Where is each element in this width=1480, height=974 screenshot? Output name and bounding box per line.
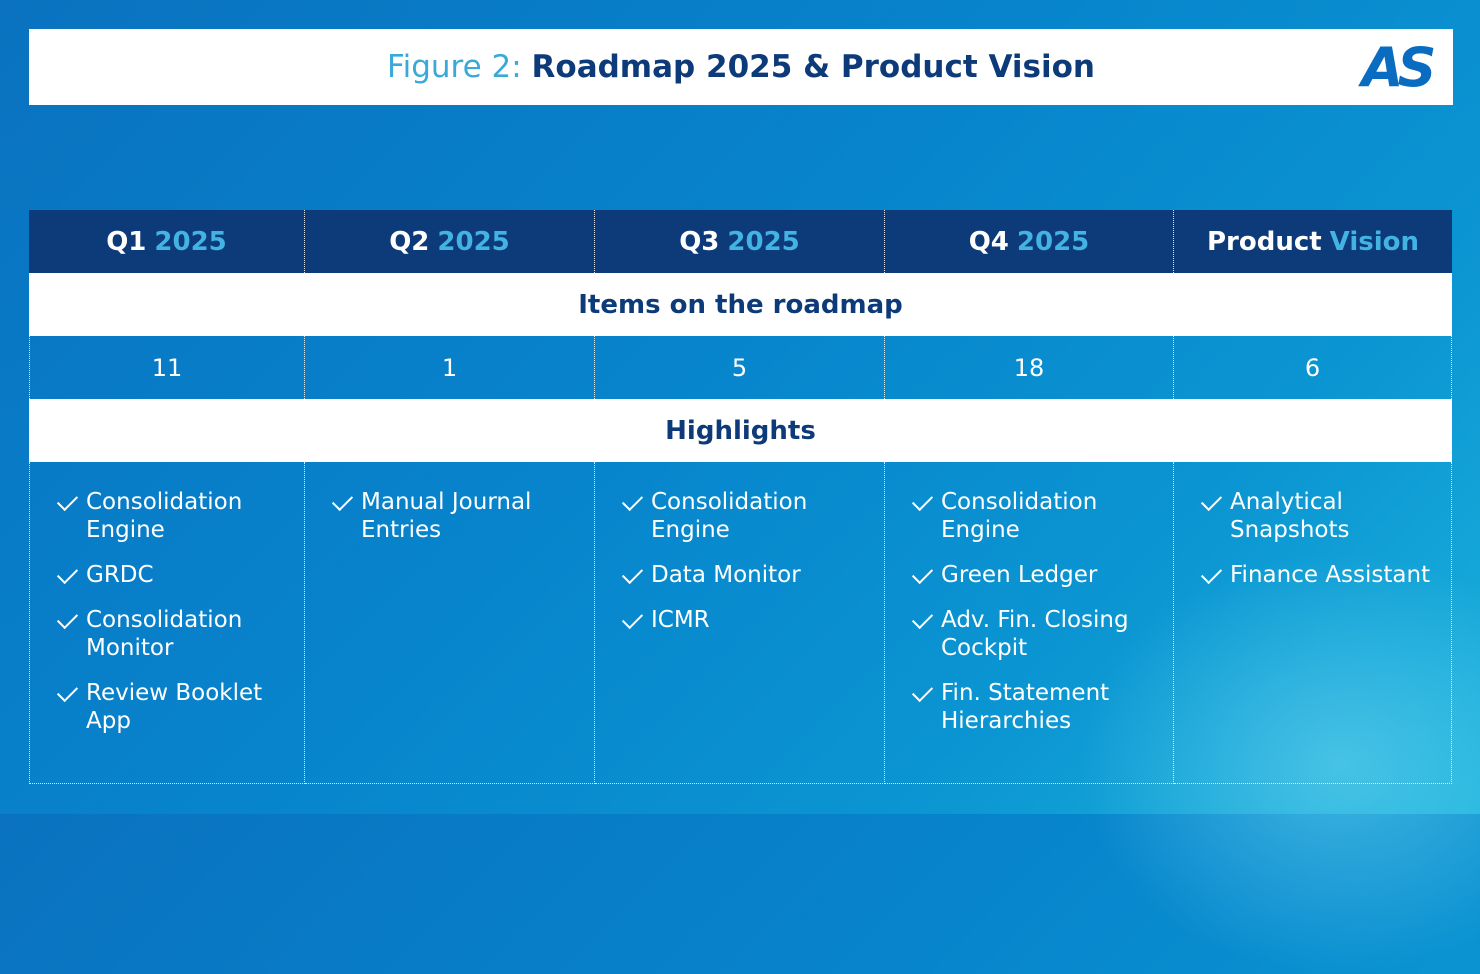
list-item-label: Data Monitor — [651, 562, 801, 588]
list-item: Manual Journal Entries — [331, 488, 594, 544]
column-header-year: 2025 — [1016, 226, 1090, 257]
check-icon — [911, 489, 934, 512]
check-icon — [621, 489, 644, 512]
column-header-name: Q4 — [968, 226, 1009, 257]
column-header-q4: Q4 2025 — [885, 210, 1174, 273]
figure-title-prefix: Figure 2: — [387, 49, 522, 85]
highlights-band-label: Highlights — [665, 415, 816, 446]
check-icon — [911, 680, 934, 703]
list-item-label: Manual Journal Entries — [361, 489, 532, 543]
check-icon — [1200, 562, 1223, 585]
items-band-label: Items on the roadmap — [578, 289, 903, 320]
items-band: Items on the roadmap — [29, 273, 1452, 336]
list-item: Consolidation Engine — [56, 488, 304, 544]
company-logo: AS — [1351, 35, 1441, 99]
list-item-label: Review Booklet App — [86, 680, 263, 734]
column-header-name: Q3 — [679, 226, 720, 257]
count-q1: 11 — [29, 336, 305, 399]
column-header-name: Q1 — [106, 226, 147, 257]
check-icon — [331, 489, 354, 512]
list-item: Finance Assistant — [1200, 561, 1451, 589]
quarter-header-row: Q1 2025 Q2 2025 Q3 2025 Q4 2025 Product Visio… — [29, 210, 1452, 273]
list-item-label: Consolidation Engine — [86, 489, 243, 543]
highlights-list-q2: Manual Journal Entries — [305, 462, 595, 784]
list-item-label: Adv. Fin. Closing Cockpit — [941, 607, 1129, 661]
highlights-band: Highlights — [29, 399, 1452, 462]
list-item: Data Monitor — [621, 561, 884, 589]
count-q3: 5 — [595, 336, 885, 399]
highlights-list-q1: Consolidation Engine GRDC Consolidation … — [29, 462, 305, 784]
column-header-q2: Q2 2025 — [305, 210, 595, 273]
list-item: Green Ledger — [911, 561, 1173, 589]
list-item: Review Booklet App — [56, 679, 304, 735]
column-header-q3: Q3 2025 — [595, 210, 885, 273]
list-item: ICMR — [621, 606, 884, 634]
check-icon — [56, 489, 79, 512]
list-item: Consolidation Engine — [621, 488, 884, 544]
figure-header: Figure 2: Roadmap 2025 & Product Vision … — [29, 29, 1453, 105]
column-header-name: Q2 — [389, 226, 430, 257]
list-item: Adv. Fin. Closing Cockpit — [911, 606, 1173, 662]
column-header-year: Vision — [1329, 226, 1420, 257]
list-item-label: Fin. Statement Hierarchies — [941, 680, 1110, 734]
list-item: GRDC — [56, 561, 304, 589]
list-item-label: GRDC — [86, 562, 154, 588]
column-header-year: 2025 — [154, 226, 227, 257]
figure-title-main: Roadmap 2025 & Product Vision — [531, 49, 1095, 85]
highlights-list-q3: Consolidation Engine Data Monitor ICMR — [595, 462, 885, 784]
counts-row: 11 1 5 18 6 — [29, 336, 1452, 399]
list-item-label: Green Ledger — [941, 562, 1098, 588]
list-item: Consolidation Monitor — [56, 606, 304, 662]
check-icon — [56, 562, 79, 585]
check-icon — [621, 562, 644, 585]
check-icon — [56, 607, 79, 630]
check-icon — [911, 607, 934, 630]
check-icon — [621, 607, 644, 630]
list-item-label: Consolidation Monitor — [86, 607, 243, 661]
count-q2: 1 — [305, 336, 595, 399]
list-item-label: ICMR — [651, 607, 710, 633]
check-icon — [56, 680, 79, 703]
list-item: Analytical Snapshots — [1200, 488, 1451, 544]
highlights-list-q4: Consolidation Engine Green Ledger Adv. F… — [885, 462, 1174, 784]
list-item-label: Consolidation Engine — [651, 489, 808, 543]
figure-title: Figure 2: Roadmap 2025 & Product Vision — [387, 49, 1095, 85]
highlights-list-product-vision: Analytical Snapshots Finance Assistant — [1174, 462, 1452, 784]
count-q4: 18 — [885, 336, 1174, 399]
check-icon — [911, 562, 934, 585]
count-product-vision: 6 — [1174, 336, 1452, 399]
list-item-label: Analytical Snapshots — [1230, 489, 1350, 543]
check-icon — [1200, 489, 1223, 512]
column-header-product-vision: Product Vision — [1174, 210, 1452, 273]
column-header-year: 2025 — [727, 226, 800, 257]
roadmap-table: Q1 2025 Q2 2025 Q3 2025 Q4 2025 Product Visio… — [29, 210, 1452, 784]
highlights-row: Consolidation Engine GRDC Consolidation … — [29, 462, 1452, 784]
list-item-label: Finance Assistant — [1230, 562, 1431, 588]
column-header-year: 2025 — [437, 226, 510, 257]
list-item: Fin. Statement Hierarchies — [911, 679, 1173, 735]
list-item: Consolidation Engine — [911, 488, 1173, 544]
column-header-q1: Q1 2025 — [29, 210, 305, 273]
logo-text: AS — [1361, 35, 1437, 99]
column-header-name: Product — [1206, 226, 1322, 257]
list-item-label: Consolidation Engine — [941, 489, 1098, 543]
